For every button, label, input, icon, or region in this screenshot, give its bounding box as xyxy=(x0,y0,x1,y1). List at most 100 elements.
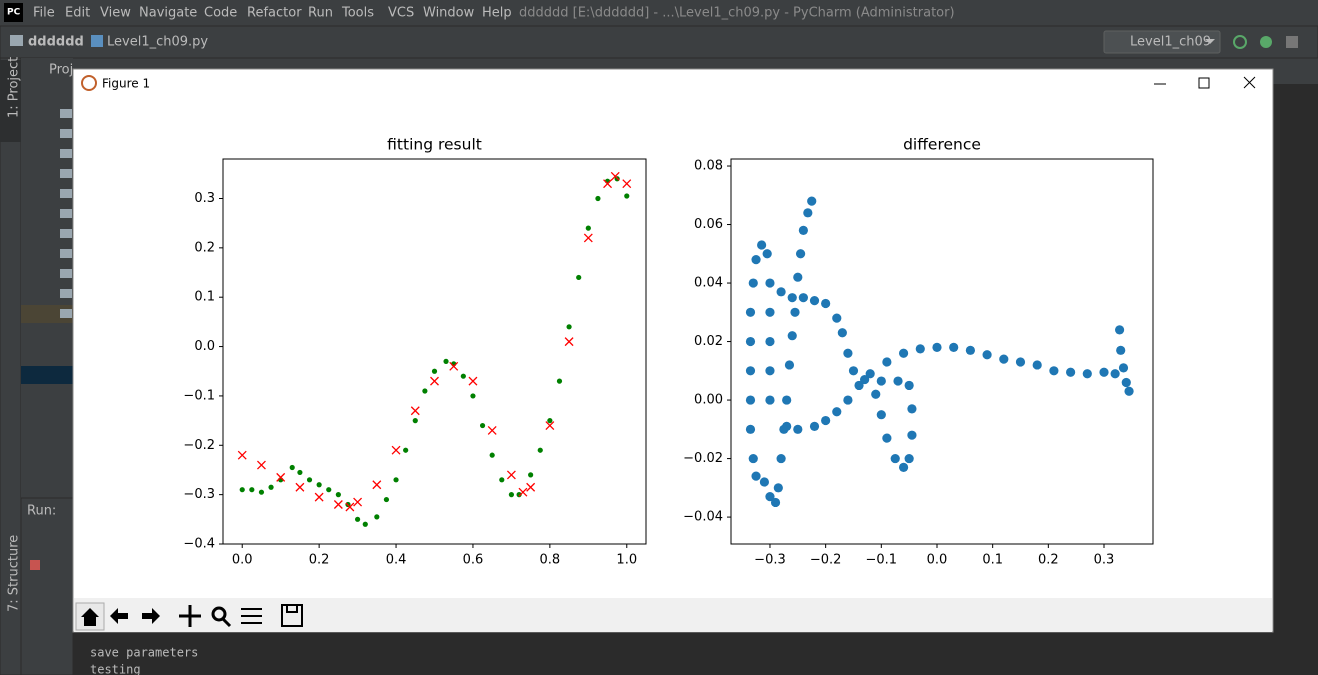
point xyxy=(1118,363,1129,373)
stop-run-button[interactable] xyxy=(30,560,40,570)
point xyxy=(489,452,495,458)
point xyxy=(624,193,630,199)
x-marker xyxy=(314,492,324,502)
close-button[interactable] xyxy=(1243,76,1256,89)
editor-edge xyxy=(1273,84,1318,632)
point xyxy=(893,376,903,386)
point xyxy=(537,447,543,453)
menu-item[interactable]: Window xyxy=(423,6,475,21)
point xyxy=(289,464,295,471)
menu-item[interactable]: Tools xyxy=(341,6,374,21)
x-marker xyxy=(276,472,286,482)
menu-item[interactable]: Help xyxy=(482,6,512,21)
menu-item[interactable]: VCS xyxy=(388,6,414,21)
point xyxy=(907,430,917,440)
point xyxy=(362,521,368,527)
menu-item[interactable]: File xyxy=(33,6,55,21)
point xyxy=(982,350,992,360)
menu-item[interactable]: Navigate xyxy=(139,6,197,21)
point xyxy=(871,389,881,399)
point xyxy=(422,388,428,394)
zoom-button[interactable] xyxy=(211,606,227,622)
x-marker xyxy=(345,502,355,512)
x-marker xyxy=(583,233,593,243)
point xyxy=(807,196,817,206)
menu-item[interactable]: Refactor xyxy=(247,6,302,21)
pan-button[interactable] xyxy=(179,605,201,627)
y-tick-label: −0.4 xyxy=(183,537,215,552)
menu-item[interactable]: Edit xyxy=(65,6,90,21)
point xyxy=(773,483,783,493)
point xyxy=(268,484,274,490)
point xyxy=(765,395,775,405)
point xyxy=(751,255,761,265)
breadcrumb[interactable]: dddddd xyxy=(28,35,84,50)
x-marker xyxy=(526,482,536,492)
figure-window xyxy=(72,68,1274,633)
menu-item[interactable]: View xyxy=(100,6,131,21)
point xyxy=(748,453,758,464)
point xyxy=(499,477,505,483)
app-icon[interactable] xyxy=(4,3,23,22)
configure-button[interactable] xyxy=(241,608,262,624)
x-tick-label: −0.3 xyxy=(754,553,786,568)
panel-title: Proj xyxy=(49,63,73,78)
project-tab-bg xyxy=(0,60,21,142)
x-tick-label: 0.2 xyxy=(309,553,330,568)
point xyxy=(907,404,917,414)
point xyxy=(765,366,775,376)
y-tick-label: −0.2 xyxy=(183,438,215,453)
x-tick-label: −0.2 xyxy=(810,553,842,568)
rerun-button[interactable] xyxy=(1233,35,1247,49)
tree-row-selected xyxy=(21,366,73,384)
y-tick-label: 0.2 xyxy=(194,240,215,255)
back-button[interactable] xyxy=(110,608,128,624)
side-tab[interactable]: 7: Structure xyxy=(7,535,22,612)
app-icon-text: PC xyxy=(7,8,21,18)
menu-item[interactable]: Code xyxy=(204,6,237,21)
point xyxy=(745,366,756,376)
point xyxy=(1124,386,1134,396)
point xyxy=(354,516,361,522)
point xyxy=(443,358,449,364)
x-tick-label: 0.3 xyxy=(1094,553,1115,568)
menu-item[interactable]: Run xyxy=(308,6,333,21)
forward-button[interactable] xyxy=(142,608,160,624)
point xyxy=(556,378,563,384)
side-tab[interactable]: 1: Project xyxy=(7,57,22,118)
y-tick-label: 0.3 xyxy=(194,191,215,206)
debug-button[interactable] xyxy=(1260,36,1272,48)
menu-bar xyxy=(0,0,1318,26)
point xyxy=(832,313,842,323)
stop-button[interactable] xyxy=(1286,36,1298,48)
point xyxy=(876,376,886,386)
point xyxy=(751,471,761,481)
maximize-button[interactable] xyxy=(1198,77,1210,89)
breadcrumb[interactable]: Level1_ch09.py xyxy=(107,35,208,50)
point xyxy=(793,272,803,282)
run-config[interactable] xyxy=(1103,30,1221,54)
point xyxy=(949,342,959,353)
console-line: testing xyxy=(90,663,141,675)
x-marker xyxy=(353,497,363,507)
y-tick-label: −0.1 xyxy=(183,388,215,403)
point xyxy=(843,348,853,358)
y-tick-label: −0.02 xyxy=(683,451,723,466)
chart: difference −0.3 −0.2 −0.1 0.0 0.1 0.2 0.3 −0.04 −… xyxy=(683,136,1154,568)
point xyxy=(516,492,522,498)
point xyxy=(876,410,886,420)
point xyxy=(882,357,892,367)
point xyxy=(297,469,303,476)
x-tick-label: 0.0 xyxy=(232,553,253,568)
point xyxy=(782,395,792,405)
point xyxy=(784,360,795,370)
point xyxy=(765,278,775,288)
save-icon xyxy=(286,604,298,613)
y-tick-label: −0.04 xyxy=(683,510,723,525)
point xyxy=(798,293,808,303)
x-marker xyxy=(603,179,613,189)
point xyxy=(748,278,758,288)
zoom-handle xyxy=(221,617,232,628)
x-marker xyxy=(545,421,555,430)
home-icon xyxy=(81,608,99,626)
